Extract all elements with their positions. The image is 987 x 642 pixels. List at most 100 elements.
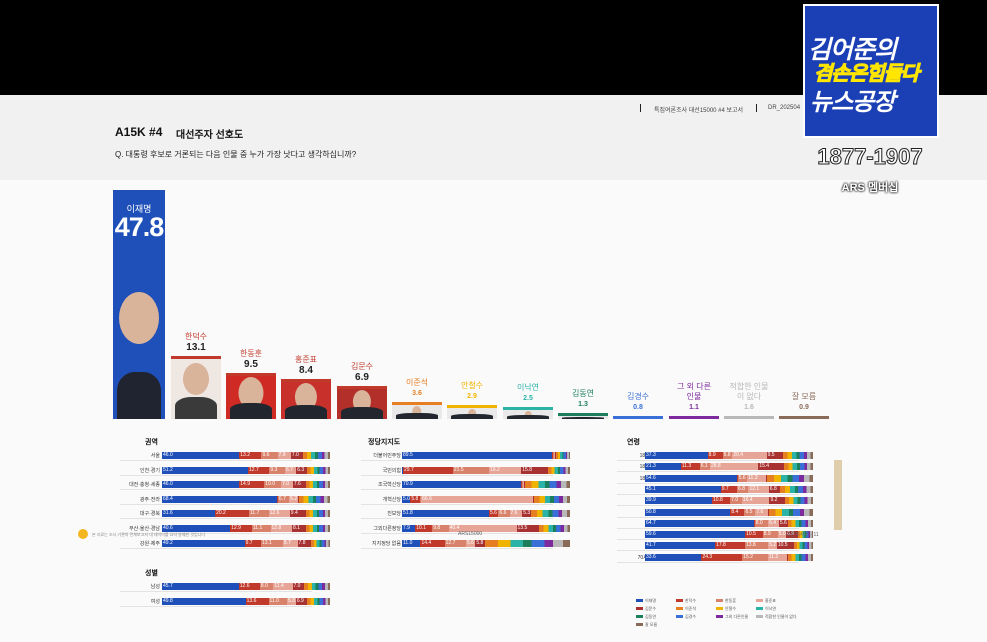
bar-segment: 7.9 xyxy=(277,452,291,459)
candidate-value: 1.3 xyxy=(578,400,588,408)
legend-item: 김문수 xyxy=(636,606,656,612)
stacked-bar: 33.6 24.3 15.2 11.2 xyxy=(645,553,813,561)
row-label: 여성 xyxy=(150,598,160,605)
stacked-bar: 5.0 5.8 66.6 xyxy=(402,495,570,503)
row-divider xyxy=(120,547,312,549)
candidate-value: 47.8 xyxy=(114,212,165,242)
bar-segment: 6.7 xyxy=(284,466,297,474)
bar-segment: 12.7 xyxy=(248,466,270,474)
bar-segment: 10.5 xyxy=(745,531,763,539)
candidate-label: 홍준표 8.4 xyxy=(275,355,337,377)
legend-item: 그외 다른인물 xyxy=(716,614,748,620)
candidate-name: 김문수 xyxy=(350,361,374,371)
row-label: 더불어민주당 xyxy=(373,453,401,459)
bar-segment-rest xyxy=(534,495,570,503)
bar-segment: 5.2 xyxy=(289,495,298,503)
candidate-label: 김문수 6.9 xyxy=(331,362,393,384)
candidate-label: 이준석 3.6 xyxy=(386,378,448,400)
candidate-value: 8.4 xyxy=(299,364,313,376)
bar-segment: 5.8 xyxy=(410,495,421,503)
bar-segment xyxy=(297,495,299,503)
bar-segment xyxy=(521,481,523,489)
stacked-bar: 68.4 6.7 5.2 xyxy=(162,495,330,503)
bar-segment: 9.5 xyxy=(766,452,783,459)
bar-segment-rest xyxy=(525,481,570,489)
candidate-value: 6.9 xyxy=(355,371,369,383)
candidate-name: 한덕수 xyxy=(184,332,208,342)
bar-segment: 7.0 xyxy=(730,497,742,505)
candidate-suit xyxy=(451,414,493,419)
bar-segment: 59.6 xyxy=(645,531,746,539)
candidate-value: 1.6 xyxy=(744,404,754,411)
bar-segment: 11.3 xyxy=(747,474,767,482)
row-divider xyxy=(617,505,799,507)
bar-segment-rest xyxy=(307,597,330,605)
bar-segment: 11.4 xyxy=(273,583,293,590)
legend-item: 적합한 인물이 없다 xyxy=(756,614,797,620)
bar-segment: 19.2 xyxy=(489,466,522,474)
candidate-bar-top xyxy=(392,401,442,405)
bar-segment: 5.6 xyxy=(778,519,789,527)
row-divider xyxy=(361,503,553,505)
bar-segment xyxy=(786,553,788,561)
candidate-name: 이준석 xyxy=(405,377,429,387)
row-label: 부산·울산·경남 xyxy=(129,526,160,532)
bar-segment: 15.2 xyxy=(742,553,768,561)
bar-segment-rest xyxy=(547,466,570,474)
bar-segment xyxy=(524,481,526,489)
bar-segment: 46.0 xyxy=(162,452,240,459)
bar-segment: 15.4 xyxy=(758,463,785,471)
row-divider xyxy=(361,489,553,491)
bar-segment: 9.8 xyxy=(432,525,449,532)
bar-segment xyxy=(523,481,525,489)
bar-segment: 9.7 xyxy=(244,539,261,547)
bar-segment: 6.9 xyxy=(295,597,308,605)
bar-segment-rest xyxy=(310,539,330,547)
bar-segment: 6.1 xyxy=(699,463,710,471)
legend-label: 김동연 xyxy=(645,614,657,619)
candidate-bar-top xyxy=(503,407,553,411)
bar-segment: 8.9 xyxy=(762,531,778,539)
legend-swatch xyxy=(676,599,683,603)
candidate-face xyxy=(352,389,372,414)
bar-segment: 10.0 xyxy=(264,481,282,489)
candidate-face xyxy=(412,405,422,418)
candidate-bar xyxy=(779,416,829,419)
bar-segment xyxy=(766,474,768,482)
candidate-photo xyxy=(113,284,165,419)
legend-label: 한덕수 xyxy=(685,598,697,603)
legend-label: 잘 모름 xyxy=(645,622,658,627)
bar-segment: 8.4 xyxy=(730,508,745,516)
legend-label: 김경수 xyxy=(685,614,697,619)
stacked-bar: 7.9 10.1 9.8 40.4 13.5 xyxy=(402,525,570,532)
legend-item: 한동훈 xyxy=(716,598,736,604)
bar-segment-rest xyxy=(539,525,570,532)
bar-segment-rest xyxy=(485,539,570,547)
candidate-name: 적합한 인물이 없다 xyxy=(729,382,769,401)
candidate-bar xyxy=(226,373,276,419)
candidate-face xyxy=(468,409,476,419)
bar-segment: 5.8 xyxy=(475,539,486,547)
bar-segment: 8.1 xyxy=(292,525,306,532)
stacked-bar: 51.8 5.6 6.6 7.6 5.3 xyxy=(402,510,570,518)
bar-segment xyxy=(402,466,403,474)
bar-segment: 39.9 xyxy=(645,497,713,505)
row-label: 강원·제주 xyxy=(139,540,160,547)
stacked-bar: 21.3 11.3 6.1 28.8 15.4 xyxy=(645,463,813,471)
row-label: 진보당 xyxy=(387,511,401,518)
bar-segment: 6.9 xyxy=(786,531,798,539)
candidate-suit xyxy=(230,403,272,419)
legend-swatch xyxy=(636,607,643,611)
bar-segment: 8.0 xyxy=(754,519,769,527)
candidate-bar-top xyxy=(337,385,387,389)
footer-page: 여론조사꽃 · 11 xyxy=(786,532,819,538)
bar-segment: 45.1 xyxy=(645,485,721,493)
meta-divider xyxy=(756,104,757,112)
row-divider xyxy=(361,533,553,534)
bar-segment: 21.3 xyxy=(645,463,681,471)
candidate-name: 홍준표 xyxy=(294,354,318,364)
bar-segment: 9.2 xyxy=(769,497,785,505)
candidate-bar-top xyxy=(447,405,497,409)
stacked-bar: 46.0 14.9 10.0 7.0 7.6 xyxy=(162,481,330,489)
